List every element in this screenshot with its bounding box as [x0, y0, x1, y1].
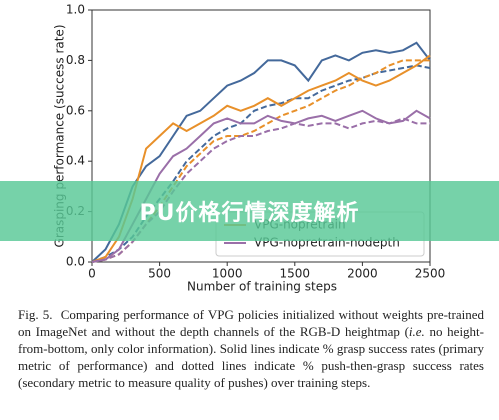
caption: Fig. 5. Comparing performance of VPG pol…	[18, 306, 484, 391]
x-tick-label: 0	[88, 267, 96, 281]
y-tick-label: 0.8	[66, 53, 85, 67]
chart: Number of training steps Grasping perfor…	[53, 3, 446, 294]
x-tick-label: 500	[148, 267, 171, 281]
series-line	[91, 117, 430, 263]
y-tick-label: 1.0	[66, 3, 85, 17]
x-tick-label: 1000	[212, 267, 243, 281]
x-axis-label: Number of training steps	[187, 280, 337, 294]
caption-italic: i.e.	[408, 324, 425, 339]
y-tick-label: 0.0	[66, 255, 85, 269]
banner-text: PU价格行情深度解析	[139, 201, 360, 226]
banner: PU价格行情深度解析	[0, 181, 499, 241]
caption-text: no height-from-bottom, only color inform…	[18, 324, 484, 390]
y-tick-label: 0.6	[66, 103, 85, 117]
y-tick-label: 0.4	[66, 154, 85, 168]
x-tick-label: 1500	[280, 267, 311, 281]
plot-frame	[91, 9, 431, 263]
caption-label: Fig. 5.	[18, 307, 53, 322]
caption-text: Comparing performance of VPG policies in…	[18, 307, 485, 339]
series-line	[91, 41, 431, 263]
x-tick-label: 2500	[415, 267, 446, 281]
x-tick-label: 2000	[347, 267, 378, 281]
series-line	[91, 54, 431, 263]
